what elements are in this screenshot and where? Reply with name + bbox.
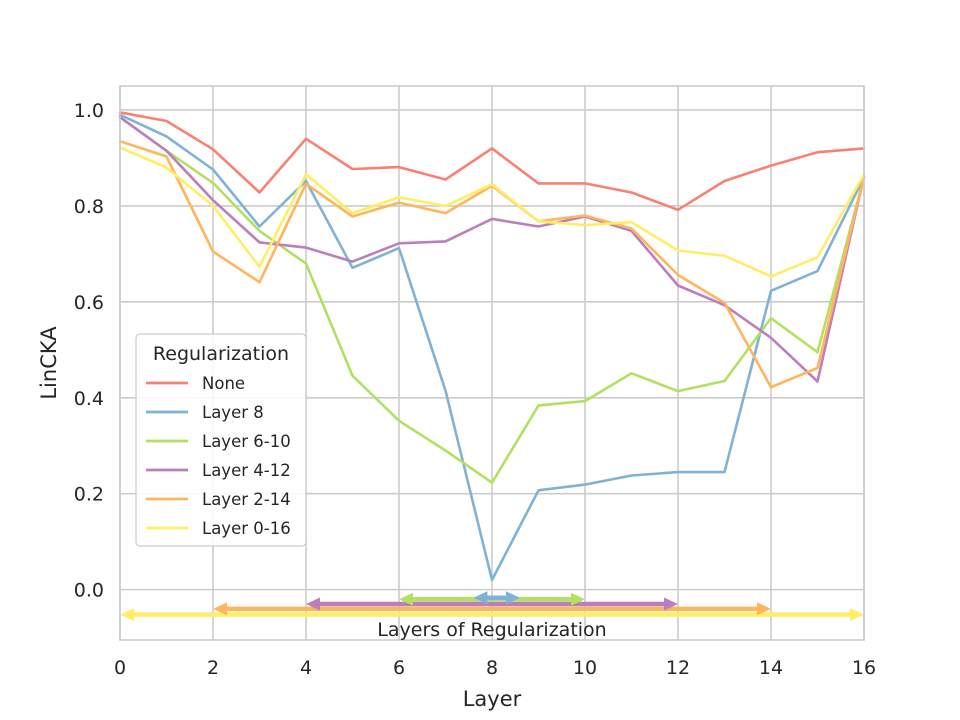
legend-label: Layer 4-12 xyxy=(202,461,291,480)
y-tick-label: 0.6 xyxy=(74,292,104,314)
range-arrowhead-right xyxy=(571,592,585,606)
x-tick-label: 16 xyxy=(852,657,876,679)
range-arrowhead-left xyxy=(213,602,227,616)
range-arrowhead-right xyxy=(664,597,678,611)
y-tick-label: 0.8 xyxy=(74,196,104,218)
legend-label: Layer 2-14 xyxy=(202,490,291,509)
x-axis-label: Layer xyxy=(463,687,522,711)
legend-label: Layer 0-16 xyxy=(202,519,291,538)
series-line-layer-4-12 xyxy=(118,115,866,383)
y-tick-label: 1.0 xyxy=(74,100,104,122)
series-line-layer-0-16 xyxy=(118,146,866,278)
legend: Regularization None Layer 8 Layer 6-10 Laye… xyxy=(135,333,307,547)
range-arrowhead-left xyxy=(306,597,320,611)
x-tick-label: 6 xyxy=(393,657,405,679)
range-arrowhead-right xyxy=(505,591,520,605)
x-tick-label: 0 xyxy=(114,657,126,679)
range-arrowhead-right xyxy=(757,602,771,616)
series-line-none xyxy=(118,111,866,212)
x-tick-label: 8 xyxy=(486,657,498,679)
annotation-text: Layers of Regularization xyxy=(377,619,606,641)
range-arrowhead-left xyxy=(473,591,488,605)
y-axis-label: LinCKA xyxy=(37,326,61,400)
regularization-ranges xyxy=(120,591,864,622)
legend-frame xyxy=(135,333,307,547)
x-tick-label: 4 xyxy=(300,657,312,679)
legend-items: None Layer 8 Layer 6-10 Layer 4-12 Layer 2-1… xyxy=(146,374,291,538)
legend-label: Layer 8 xyxy=(202,403,264,422)
x-tick-label: 2 xyxy=(207,657,219,679)
range-arrowhead-left xyxy=(120,608,134,622)
legend-label: None xyxy=(202,374,245,393)
y-tick-label: 0.4 xyxy=(74,388,104,410)
y-tick-label: 0.2 xyxy=(74,484,104,506)
x-tick-label: 10 xyxy=(573,657,597,679)
x-tick-label: 14 xyxy=(759,657,783,679)
plot-frame xyxy=(119,85,865,641)
range-arrowhead-right xyxy=(850,608,864,622)
range-arrowhead-left xyxy=(399,592,413,606)
legend-title: Regularization xyxy=(153,343,289,365)
series-line-layer-6-10 xyxy=(118,115,866,485)
x-tick-label: 12 xyxy=(666,657,690,679)
tick-labels: 0 2 4 6 8 10 12 14 16 0.0 0.2 0.4 0.6 0.8 1.0 xyxy=(74,100,876,679)
series-line-layer-8 xyxy=(118,113,866,582)
legend-label: Layer 6-10 xyxy=(202,432,291,451)
y-tick-label: 0.0 xyxy=(74,580,104,602)
series-lines xyxy=(118,111,866,582)
